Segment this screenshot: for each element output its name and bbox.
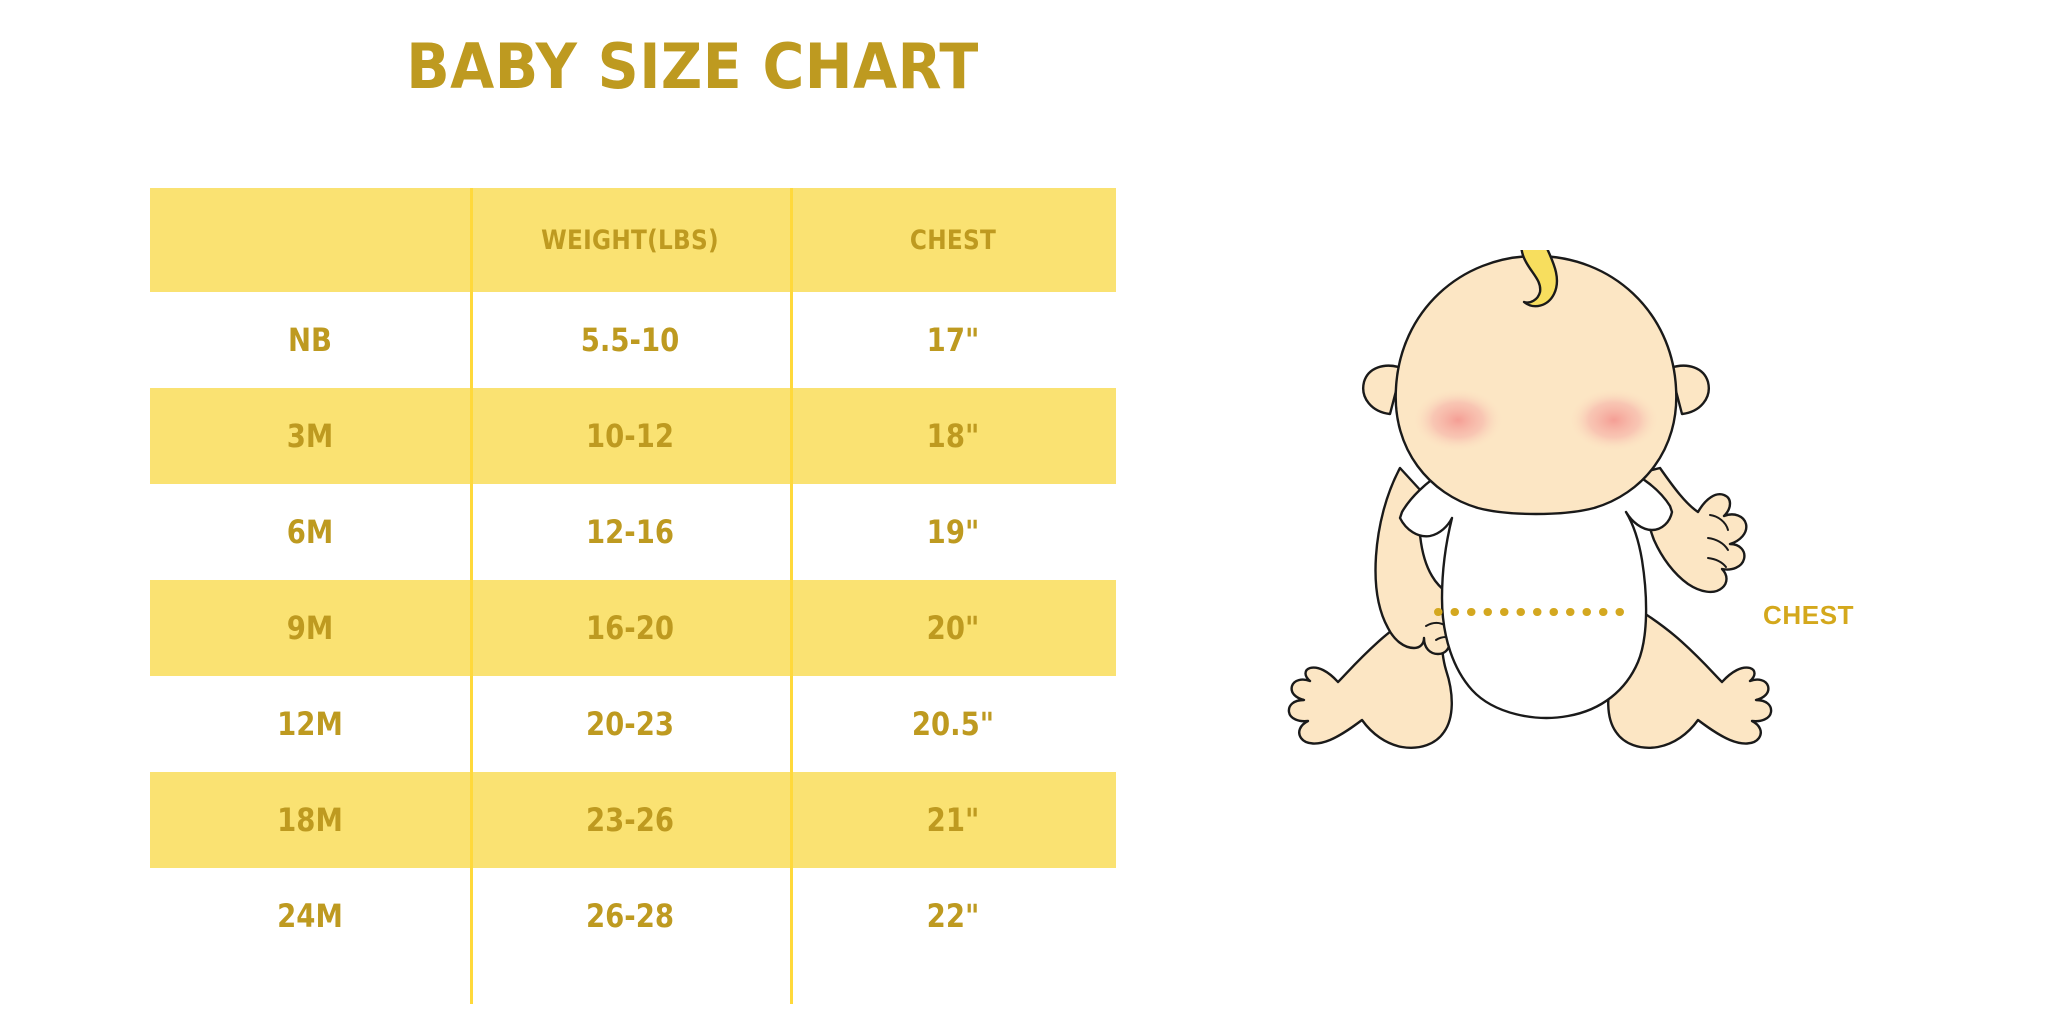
cheek-left <box>1412 388 1504 452</box>
cell-chest: 21" <box>926 801 980 839</box>
cell-weight: 12-16 <box>585 513 675 551</box>
cell-chest: 20.5" <box>911 705 995 743</box>
cell-size: 6M <box>286 513 334 551</box>
cell-size: 9M <box>286 609 334 647</box>
cell-weight: 20-23 <box>585 705 675 743</box>
cheek-right <box>1568 388 1660 452</box>
table-divider-line-2 <box>790 188 793 1004</box>
size-chart-table: WEIGHT(LBS) CHEST NB 5.5-10 17" 3M 10-12… <box>150 188 1116 1004</box>
table-row: 6M 12-16 19" <box>150 484 1116 580</box>
baby-right-arm <box>1642 466 1748 594</box>
table-divider-line-1 <box>470 188 473 1004</box>
hair-curl <box>1520 250 1559 308</box>
table-row: 18M 23-26 21" <box>150 772 1116 868</box>
table-row: 3M 10-12 18" <box>150 388 1116 484</box>
cell-size: 12M <box>277 705 343 743</box>
cell-weight: 5.5-10 <box>580 321 680 359</box>
table-row: 24M 26-28 22" <box>150 868 1116 964</box>
chest-label: CHEST <box>1763 600 1855 630</box>
cell-size: NB <box>287 321 332 359</box>
cell-chest: 20" <box>926 609 980 647</box>
cell-chest: 18" <box>926 417 980 455</box>
cell-chest: 17" <box>926 321 980 359</box>
baby-head <box>1362 250 1710 516</box>
table-header-row: WEIGHT(LBS) CHEST <box>150 188 1116 292</box>
table-row: 12M 20-23 20.5" <box>150 676 1116 772</box>
column-header-weight: WEIGHT(LBS) <box>541 224 719 256</box>
page-title: BABY SIZE CHART <box>406 30 979 103</box>
cell-weight: 10-12 <box>585 417 675 455</box>
table-row: NB 5.5-10 17" <box>150 292 1116 388</box>
cell-size: 24M <box>277 897 343 935</box>
column-header-chest: CHEST <box>909 224 997 256</box>
cell-chest: 22" <box>926 897 980 935</box>
baby-right-leg <box>1607 593 1773 749</box>
cell-weight: 23-26 <box>585 801 675 839</box>
cell-weight: 16-20 <box>585 609 675 647</box>
cell-size: 18M <box>277 801 343 839</box>
cell-size: 3M <box>286 417 334 455</box>
baby-illustration <box>1250 250 1810 850</box>
cell-chest: 19" <box>926 513 980 551</box>
table-row: 9M 16-20 20" <box>150 580 1116 676</box>
cell-weight: 26-28 <box>585 897 675 935</box>
